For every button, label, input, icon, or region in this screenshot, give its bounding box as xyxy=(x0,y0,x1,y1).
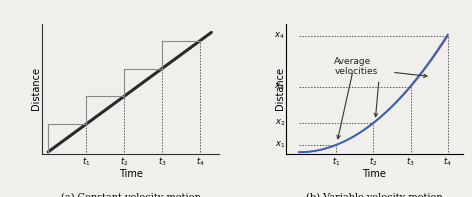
X-axis label: Time: Time xyxy=(362,169,386,179)
Text: (b) Variable velocity motion: (b) Variable velocity motion xyxy=(306,193,443,197)
Y-axis label: Distance: Distance xyxy=(31,67,41,110)
Y-axis label: Distance: Distance xyxy=(275,67,285,110)
Text: (a) Constant velocity motion: (a) Constant velocity motion xyxy=(61,193,201,197)
Text: $x_4$: $x_4$ xyxy=(274,30,285,41)
Text: $x_3$: $x_3$ xyxy=(274,81,285,92)
Text: Average
velocities: Average velocities xyxy=(334,57,378,76)
Text: $x_1$: $x_1$ xyxy=(275,140,285,150)
Text: $x_2$: $x_2$ xyxy=(275,118,285,128)
X-axis label: Time: Time xyxy=(119,169,143,179)
